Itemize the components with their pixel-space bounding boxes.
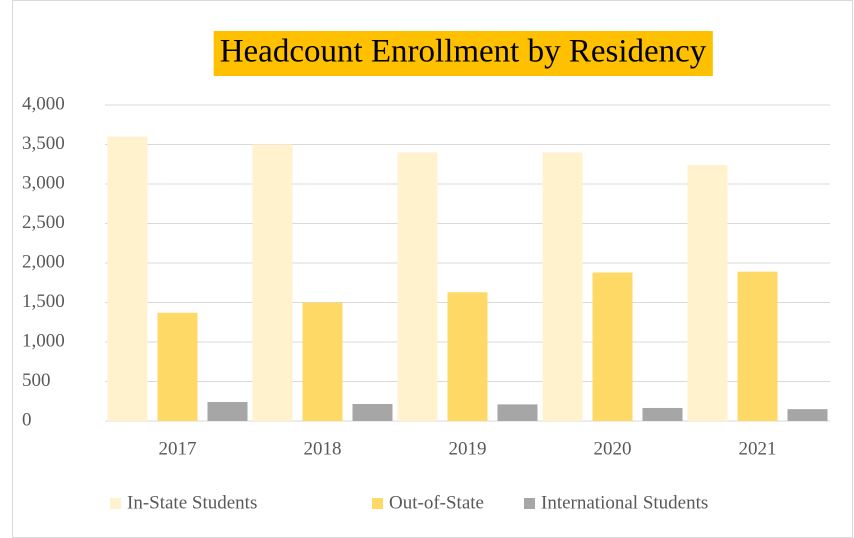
chart-title: Headcount Enrollment by Residency xyxy=(220,34,707,70)
bar xyxy=(447,292,488,421)
legend-swatch xyxy=(372,498,383,509)
title-background xyxy=(213,31,713,76)
bar xyxy=(592,272,633,421)
x-tick-label: 2020 xyxy=(594,438,632,459)
y-tick-label: 0 xyxy=(22,409,32,430)
bar xyxy=(687,165,728,421)
bar xyxy=(542,152,583,421)
bar xyxy=(497,404,538,421)
legend-swatch xyxy=(524,498,535,509)
x-tick-label: 2019 xyxy=(449,438,487,459)
legend-label: In-State Students xyxy=(127,492,257,513)
y-tick-label: 3,000 xyxy=(22,172,65,193)
bar xyxy=(787,409,828,421)
y-tick-label: 3,500 xyxy=(22,133,65,154)
y-tick-label: 1,500 xyxy=(22,291,65,312)
legend-label: International Students xyxy=(541,492,708,513)
x-tick-label: 2017 xyxy=(159,438,197,459)
x-tick-label: 2018 xyxy=(304,438,342,459)
bar xyxy=(157,312,198,421)
bar xyxy=(352,404,393,421)
bar xyxy=(302,302,343,421)
bar xyxy=(397,152,438,421)
y-tick-label: 4,000 xyxy=(22,93,65,114)
bar xyxy=(107,136,148,421)
y-tick-label: 500 xyxy=(22,370,51,391)
legend-swatch xyxy=(110,498,121,509)
y-tick-label: 2,000 xyxy=(22,251,65,272)
bar xyxy=(252,144,293,421)
bar xyxy=(642,407,683,421)
y-tick-label: 2,500 xyxy=(22,212,65,233)
y-tick-label: 1,000 xyxy=(22,330,65,351)
x-tick-label: 2021 xyxy=(739,438,777,459)
bar xyxy=(207,402,248,421)
legend-label: Out-of-State xyxy=(389,492,484,513)
bar xyxy=(737,271,778,421)
